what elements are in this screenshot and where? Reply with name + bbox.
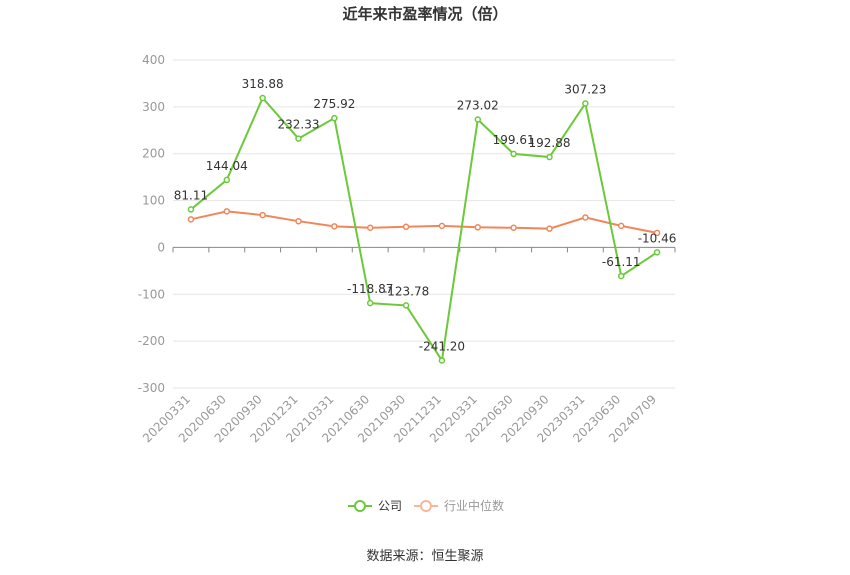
data-point-company[interactable]: [331, 114, 338, 122]
data-point-company[interactable]: [187, 206, 195, 213]
data-labels: 81.11 144.04 318.88 232.33 275.92 -118.87-123…: [174, 77, 677, 353]
series-line-company: [190, 96, 658, 364]
data-label: 275.92: [313, 97, 355, 111]
data-point-company[interactable]: [617, 272, 625, 280]
data-point-company[interactable]: [366, 299, 374, 307]
legend-label-industry-median: 行业中位数: [444, 498, 504, 513]
data-point-company[interactable]: [546, 153, 553, 161]
legend-label-company: 公司: [378, 499, 402, 513]
data-point-industry-median[interactable]: [366, 224, 374, 231]
data-source: 数据来源：恒生聚源: [366, 549, 483, 564]
data-label: -61.11: [602, 255, 641, 269]
legend-item-industry-median[interactable]: 行业中位数: [414, 498, 504, 513]
data-point-company[interactable]: [653, 249, 661, 256]
data-point-company[interactable]: [474, 116, 482, 123]
y-tick-label: -300: [138, 381, 165, 395]
data-label: 81.11: [174, 188, 208, 202]
data-point-company[interactable]: [223, 176, 231, 184]
legend: 公司 行业中位数: [348, 498, 504, 513]
chart-title: 近年来市盈率情况（倍）: [342, 5, 507, 23]
data-label: -118.87: [347, 282, 393, 296]
data-point-company[interactable]: [438, 357, 446, 364]
data-point-industry-median[interactable]: [259, 211, 266, 219]
data-point-company[interactable]: [259, 94, 266, 102]
data-point-industry-median[interactable]: [187, 216, 195, 223]
data-point-company[interactable]: [510, 150, 517, 158]
y-tick-label: 300: [142, 100, 165, 114]
data-point-industry-median[interactable]: [223, 208, 231, 215]
y-axis: 400 300 200 100 0 -100 -200 -300: [138, 53, 165, 395]
x-axis: 2020033120200630202009302020123120210331…: [140, 246, 676, 445]
data-point-industry-median[interactable]: [653, 229, 661, 237]
data-point-industry-median[interactable]: [474, 224, 482, 231]
data-point-company[interactable]: [295, 135, 302, 142]
data-point-industry-median[interactable]: [546, 225, 553, 232]
y-tick-label: 200: [142, 147, 165, 161]
data-point-industry-median[interactable]: [295, 217, 302, 225]
data-label: -123.78: [383, 284, 429, 298]
series-layer: [187, 94, 661, 364]
y-tick-label: 0: [157, 240, 165, 254]
data-point-industry-median[interactable]: [331, 223, 338, 230]
data-point-industry-median[interactable]: [510, 224, 517, 231]
data-point-industry-median[interactable]: [438, 222, 446, 230]
data-point-industry-median[interactable]: [617, 222, 625, 230]
data-label: -241.20: [419, 339, 465, 353]
data-label: 273.02: [457, 98, 499, 112]
data-label: 144.04: [206, 159, 248, 173]
legend-item-company[interactable]: 公司: [348, 499, 402, 513]
data-label: 232.33: [278, 118, 320, 132]
data-label: -10.46: [638, 231, 677, 245]
data-label: 199.61: [493, 133, 535, 147]
data-point-industry-median[interactable]: [582, 214, 589, 221]
data-label: 192.88: [529, 136, 571, 150]
data-label: 318.88: [242, 77, 284, 91]
data-point-company[interactable]: [402, 302, 410, 309]
y-tick-label: 100: [142, 194, 165, 208]
data-label: 307.23: [564, 82, 606, 96]
y-tick-label: 400: [142, 53, 165, 67]
series-line-industry-median: [190, 210, 658, 234]
data-point-company[interactable]: [582, 100, 589, 107]
y-tick-label: -100: [138, 287, 165, 301]
data-point-industry-median[interactable]: [402, 223, 410, 231]
grid-lines: [173, 59, 675, 389]
y-tick-label: -200: [138, 334, 165, 348]
